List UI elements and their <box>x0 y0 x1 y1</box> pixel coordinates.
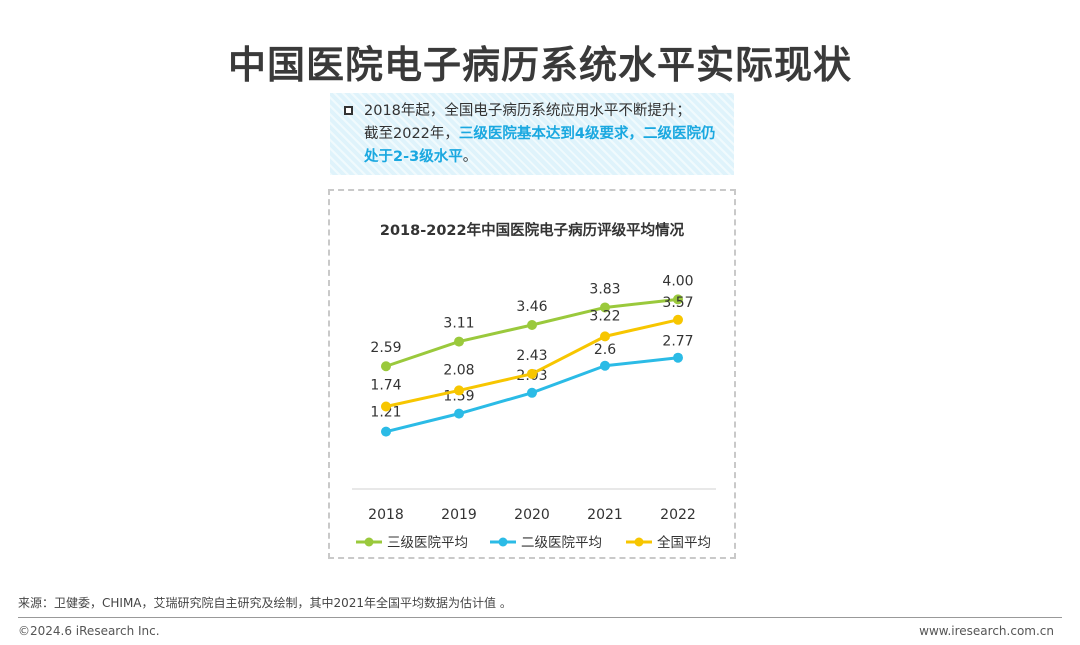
summary-note: 2018年起，全国电子病历系统应用水平不断提升； 截至2022年，三级医院基本达… <box>330 93 734 175</box>
chart-title: 2018-2022年中国医院电子病历评级平均情况 <box>380 221 685 239</box>
legend-label: 二级医院平均 <box>521 535 602 551</box>
footer-divider <box>18 617 1062 618</box>
chart-frame: 2018-2022年中国医院电子病历评级平均情况 2018 2019 2020 2021… <box>328 189 736 559</box>
data-point <box>527 368 537 379</box>
data-label: 1.21 <box>370 405 401 421</box>
data-point <box>454 385 464 396</box>
data-point <box>381 401 391 412</box>
data-label: 2.77 <box>662 334 693 350</box>
x-tick-label: 2021 <box>587 507 623 523</box>
data-label: 2.6 <box>594 342 616 358</box>
x-tick-label: 2018 <box>368 507 404 523</box>
data-point <box>527 319 537 330</box>
page-title: 中国医院电子病历系统水平实际现状 <box>227 43 852 87</box>
note-highlight: 三级医院基本达到4级要求，二级医院仍处于2-3级水平 <box>364 126 716 165</box>
square-bullet-icon <box>344 106 353 115</box>
data-label: 4.00 <box>662 273 693 289</box>
data-point <box>673 314 683 325</box>
data-label: 3.83 <box>589 281 620 297</box>
website-link[interactable]: www.iresearch.com.cn <box>919 624 1054 638</box>
data-point <box>527 387 537 398</box>
note-line-1: 2018年起，全国电子病历系统应用水平不断提升； <box>364 103 691 119</box>
data-label: 1.74 <box>370 378 401 394</box>
data-label: 2.43 <box>516 348 547 364</box>
copyright: ©2024.6 iResearch Inc. <box>18 624 160 638</box>
source-note: 来源：卫健委，CHIMA，艾瑞研究院自主研究及绘制，其中2021年全国平均数据为… <box>18 596 512 610</box>
line-chart: 2018-2022年中国医院电子病历评级平均情况 2018 2019 2020 2021… <box>352 221 716 551</box>
data-label: 3.22 <box>589 308 620 324</box>
legend-marker <box>634 537 644 547</box>
data-label: 3.57 <box>662 295 693 311</box>
note-line-2-prefix: 截至2022年， <box>364 126 459 142</box>
data-point <box>600 302 610 313</box>
data-point <box>673 294 683 305</box>
data-label: 2.59 <box>370 340 401 356</box>
x-tick-label: 2020 <box>514 507 550 523</box>
legend-label: 三级医院平均 <box>387 535 468 551</box>
data-label: 3.46 <box>516 299 547 315</box>
legend-marker <box>364 537 374 547</box>
data-point <box>673 352 683 363</box>
data-point <box>600 331 610 342</box>
data-point <box>454 336 464 347</box>
x-tick-label: 2019 <box>441 507 477 523</box>
data-label: 2.08 <box>443 362 474 378</box>
data-label: 3.11 <box>443 316 474 332</box>
data-point <box>600 360 610 371</box>
note-line-2-suffix: 。 <box>462 149 478 165</box>
legend-marker <box>498 537 508 547</box>
x-tick-label: 2022 <box>660 507 696 523</box>
data-point <box>381 426 391 437</box>
data-point <box>381 361 391 372</box>
data-point <box>454 408 464 419</box>
legend-label: 全国平均 <box>657 534 711 551</box>
